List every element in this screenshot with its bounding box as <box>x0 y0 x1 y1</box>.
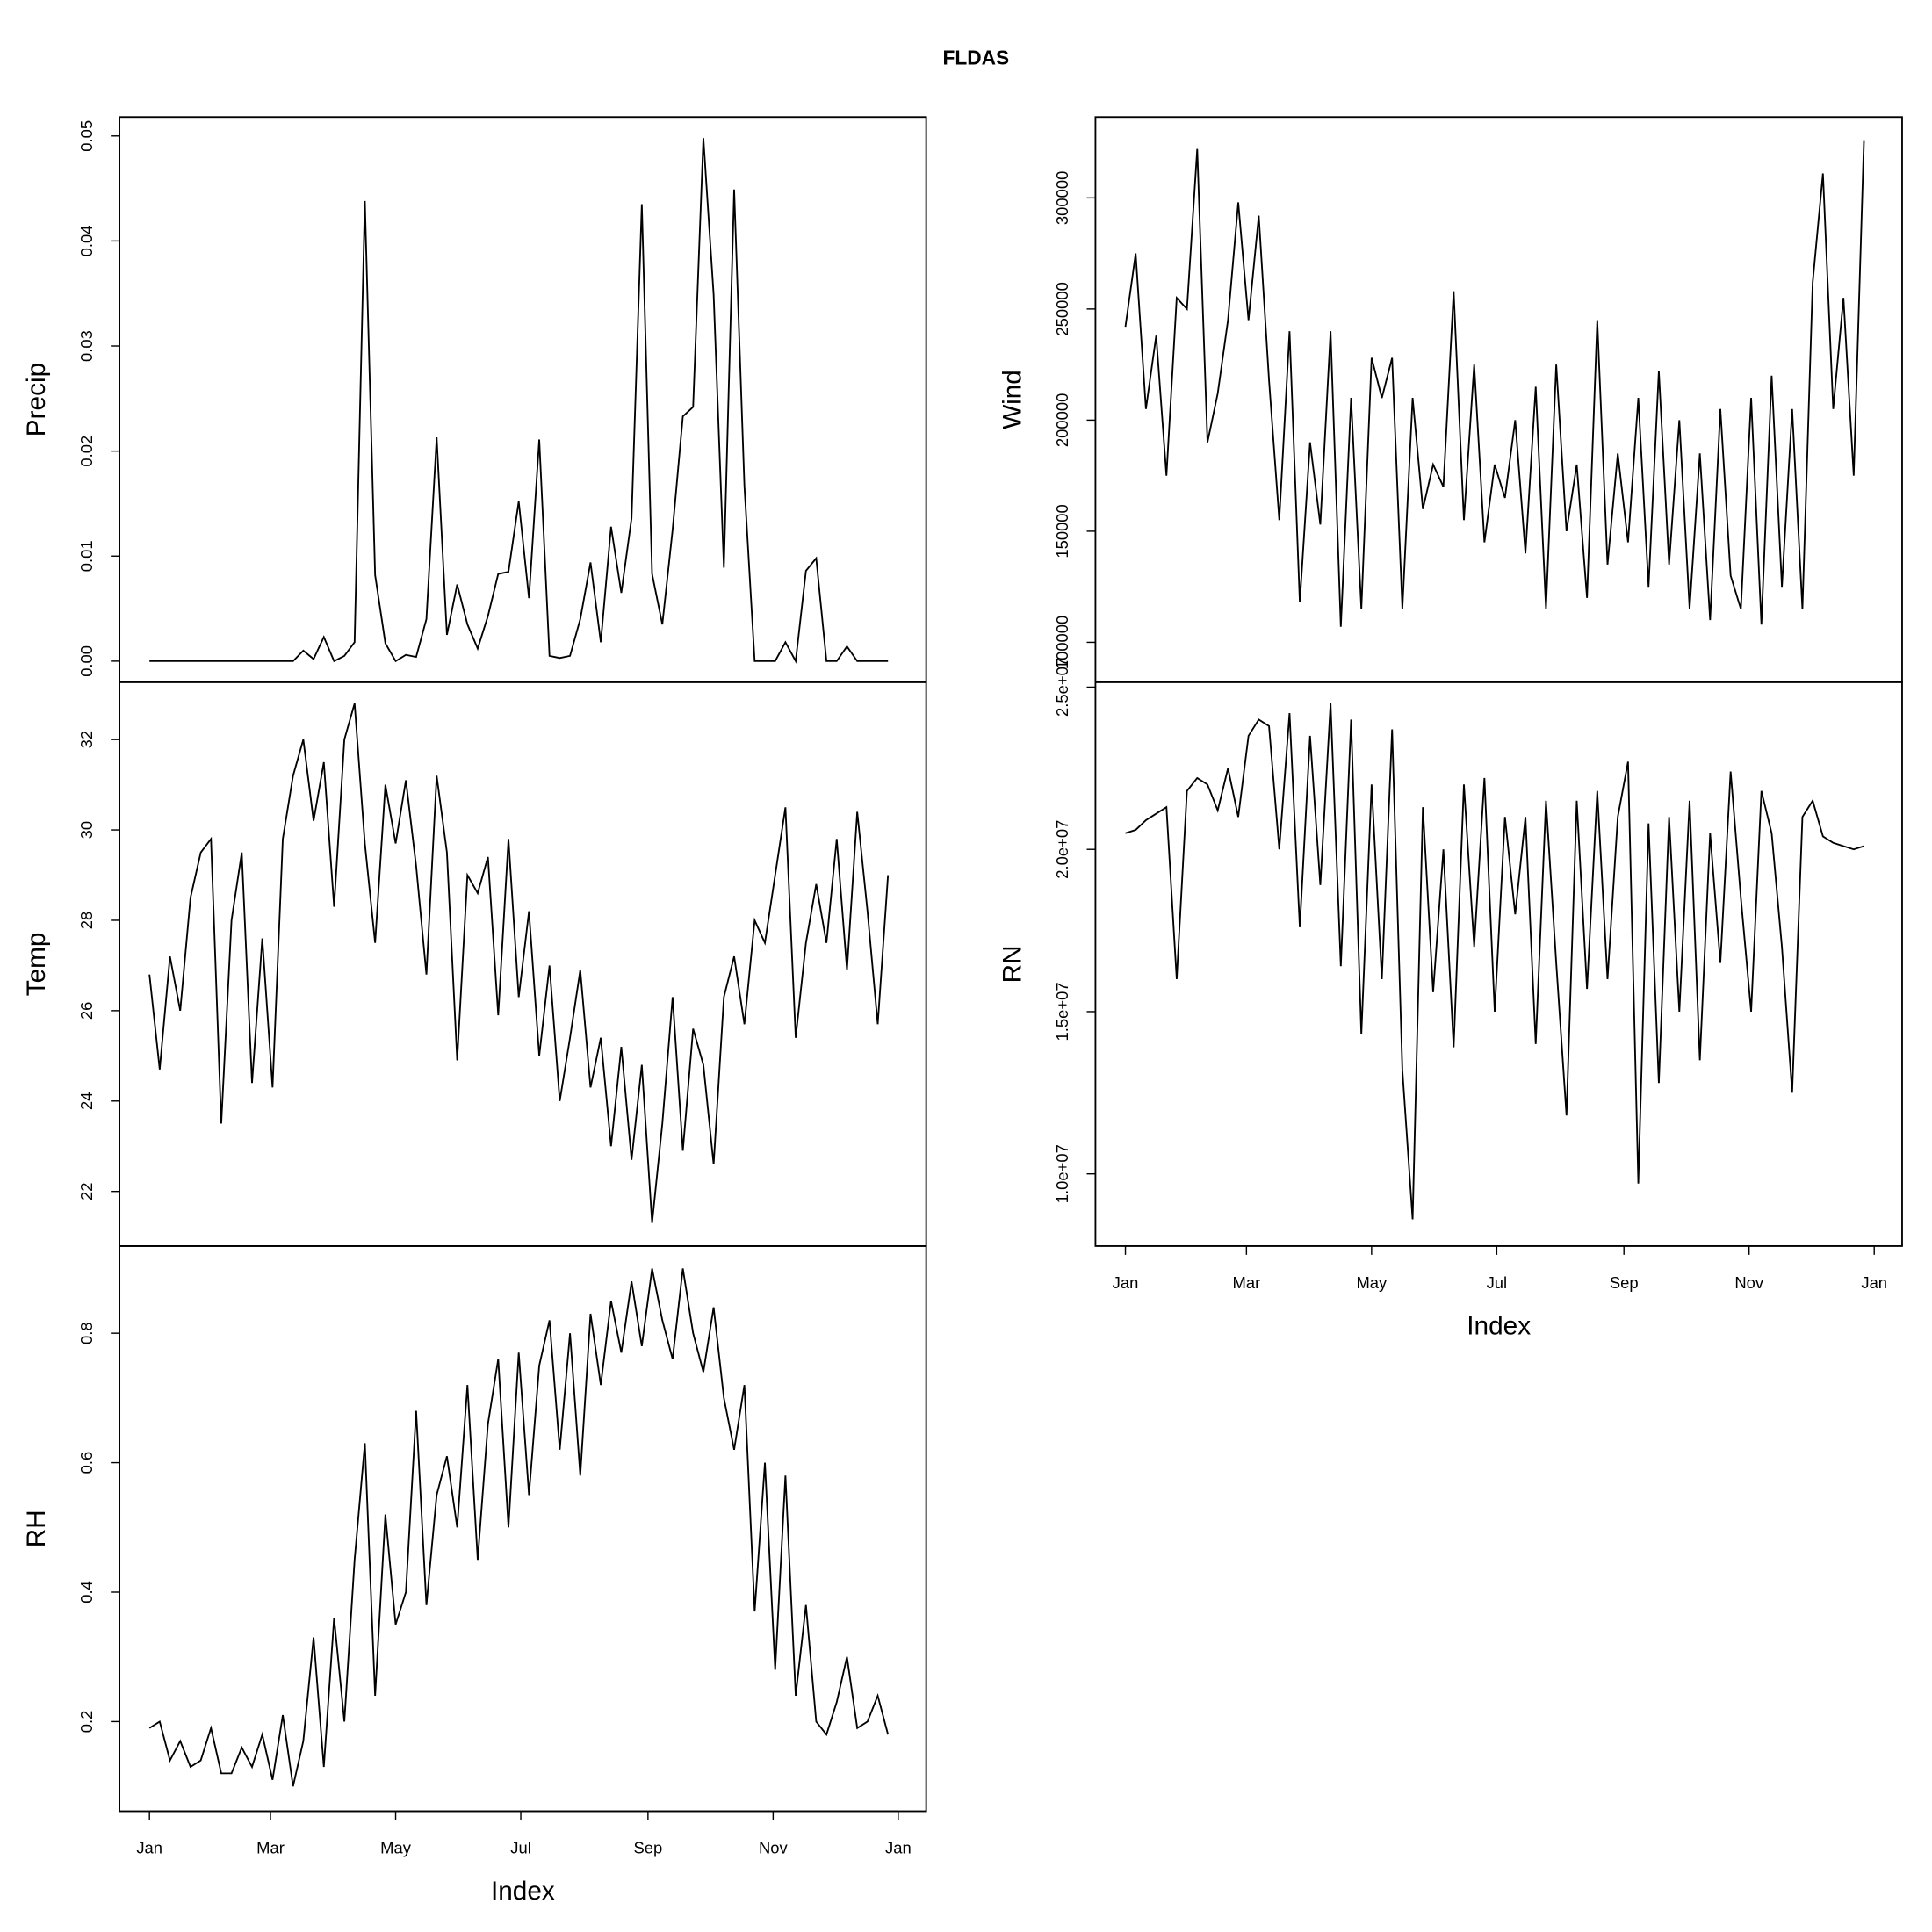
y-tick-label: 0.2 <box>77 1711 96 1734</box>
y-axis-label: Temp <box>22 932 51 996</box>
x-tick-label: Sep <box>633 1839 662 1857</box>
y-tick-label: 0.02 <box>77 436 96 467</box>
x-tick-label: Mar <box>1233 1273 1261 1292</box>
x-tick-label: Nov <box>759 1839 789 1857</box>
y-tick-label: 100000 <box>1053 616 1071 669</box>
x-tick-label: May <box>380 1839 412 1857</box>
y-axis-label: RH <box>22 1510 51 1547</box>
y-tick-label: 0.03 <box>77 330 96 362</box>
panel-frame <box>119 116 927 683</box>
chart-title: FLDAS <box>943 47 1010 69</box>
x-axis-label: Index <box>491 1877 555 1906</box>
x-axis-label: Index <box>1467 1312 1531 1341</box>
panel-frame <box>1094 681 1903 1247</box>
y-tick-label: 150000 <box>1053 504 1071 558</box>
y-tick-label: 26 <box>77 1002 96 1020</box>
y-tick-label: 0.04 <box>77 225 96 256</box>
y-tick-label: 200000 <box>1053 393 1071 447</box>
y-axis-label: Precip <box>22 363 51 436</box>
x-tick-label: Jan <box>136 1839 162 1857</box>
y-axis-label: Wind <box>998 370 1027 429</box>
data-line <box>149 138 889 664</box>
y-tick-label: 24 <box>77 1092 96 1110</box>
y-tick-label: 32 <box>77 731 96 748</box>
y-tick-label: 0.8 <box>77 1322 96 1344</box>
x-tick-label: Nov <box>1734 1273 1764 1292</box>
y-tick-label: 250000 <box>1053 282 1071 335</box>
y-tick-label: 0.00 <box>77 645 96 677</box>
y-tick-label: 0.05 <box>77 120 96 152</box>
y-tick-label: 2.0e+07 <box>1053 820 1071 879</box>
y-tick-label: 0.6 <box>77 1452 96 1474</box>
x-tick-label: Jan <box>1113 1273 1139 1292</box>
panel-frame <box>119 1245 927 1813</box>
data-line <box>148 703 890 1223</box>
y-tick-label: 1.5e+07 <box>1053 982 1071 1041</box>
x-tick-label: Sep <box>1610 1273 1639 1292</box>
y-tick-label: 28 <box>77 912 96 929</box>
data-line <box>148 1268 890 1787</box>
y-tick-label: 2.5e+07 <box>1053 658 1071 717</box>
y-tick-label: 300000 <box>1053 171 1071 225</box>
y-axis-label: RN <box>998 945 1027 983</box>
x-tick-label: May <box>1356 1273 1388 1292</box>
data-line <box>1125 703 1864 1220</box>
x-tick-label: Mar <box>256 1839 285 1857</box>
y-tick-label: 30 <box>77 821 96 839</box>
y-tick-label: 0.01 <box>77 540 96 572</box>
x-tick-label: Jan <box>885 1839 912 1857</box>
data-line <box>1124 140 1865 627</box>
y-tick-label: 1.0e+07 <box>1053 1144 1071 1203</box>
x-tick-label: Jul <box>1487 1273 1508 1292</box>
y-tick-label: 22 <box>77 1182 96 1200</box>
y-tick-label: 0.4 <box>77 1581 96 1604</box>
x-tick-label: Jul <box>510 1839 531 1857</box>
x-tick-label: Jan <box>1861 1273 1887 1292</box>
